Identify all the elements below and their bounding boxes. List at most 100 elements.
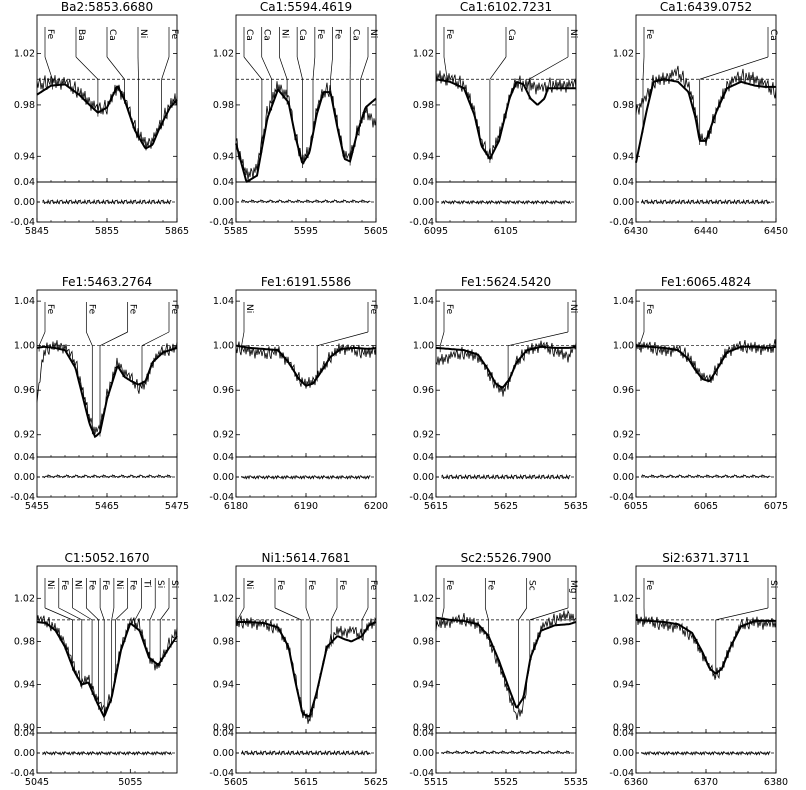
line-marker-leader bbox=[485, 608, 488, 620]
line-id-label: Ca bbox=[262, 29, 272, 41]
line-id-label: Fe bbox=[59, 580, 69, 591]
line-id-label: Fe bbox=[337, 580, 347, 591]
line-marker-leader bbox=[643, 57, 644, 79]
y-tick-label: 0.92 bbox=[14, 430, 35, 441]
plot-frame bbox=[636, 15, 776, 182]
residual-tick-label: 0.04 bbox=[213, 728, 234, 739]
model-spectrum bbox=[37, 84, 177, 148]
chart-panel: Fe1:5463.27640.920.961.001.040.040.00-0.… bbox=[10, 275, 189, 512]
model-spectrum bbox=[236, 622, 376, 717]
model-spectrum bbox=[436, 79, 576, 159]
line-id-label: Fe bbox=[169, 304, 179, 315]
y-tick-label: 1.00 bbox=[14, 341, 35, 352]
x-tick-label: 6200 bbox=[364, 501, 388, 512]
residual-tick-label: 0.04 bbox=[413, 728, 434, 739]
y-tick-label: 1.00 bbox=[613, 341, 634, 352]
line-id-label: Sc bbox=[527, 580, 537, 591]
x-tick-label: 5615 bbox=[424, 501, 448, 512]
line-marker-leader bbox=[115, 608, 127, 620]
observed-spectrum bbox=[37, 75, 177, 150]
x-tick-label: 5865 bbox=[165, 226, 189, 237]
line-id-label: Fe bbox=[128, 580, 138, 591]
chart-panel: Fe1:6065.48240.920.961.001.040.040.00-0.… bbox=[609, 275, 788, 512]
residual-tick-label: 0.00 bbox=[14, 197, 35, 208]
y-tick-label: 1.04 bbox=[213, 296, 234, 307]
line-id-label: Ca bbox=[768, 29, 778, 41]
x-tick-label: 5605 bbox=[224, 777, 248, 786]
x-tick-label: 6440 bbox=[694, 226, 718, 237]
line-id-label: Fe bbox=[100, 580, 110, 591]
y-tick-label: 0.94 bbox=[213, 151, 234, 162]
line-id-label: Fe bbox=[275, 580, 285, 591]
line-id-label: Fe bbox=[86, 304, 96, 315]
residual-tick-label: 0.04 bbox=[14, 177, 35, 188]
x-tick-label: 6380 bbox=[764, 777, 788, 786]
residual-tick-label: 0.04 bbox=[14, 728, 35, 739]
line-marker-leader bbox=[317, 332, 368, 346]
line-id-label: Fe bbox=[444, 580, 454, 591]
line-id-label: Si bbox=[155, 580, 165, 588]
line-id-label: Fe bbox=[444, 304, 454, 315]
x-tick-label: 5465 bbox=[95, 501, 119, 512]
y-tick-label: 1.02 bbox=[613, 49, 634, 60]
chart-panel: Ni1:5614.76810.900.940.981.020.040.00-0.… bbox=[209, 551, 388, 786]
line-marker-leader bbox=[490, 57, 506, 79]
residual-spectrum bbox=[43, 752, 172, 755]
model-spectrum bbox=[636, 346, 776, 381]
residual-tick-label: 0.04 bbox=[613, 177, 634, 188]
chart-title: Si2:6371.3711 bbox=[662, 551, 750, 565]
line-id-label: Ni bbox=[138, 29, 148, 38]
residual-spectrum bbox=[242, 751, 371, 755]
y-tick-label: 0.94 bbox=[14, 151, 35, 162]
line-id-label: Fe bbox=[644, 304, 654, 315]
observed-spectrum bbox=[636, 66, 776, 146]
x-tick-label: 5525 bbox=[494, 777, 518, 786]
plot-frame bbox=[37, 290, 177, 457]
line-marker-leader bbox=[262, 57, 272, 79]
chart-title: Fe1:5624.5420 bbox=[461, 275, 551, 289]
x-tick-label: 6065 bbox=[694, 501, 718, 512]
line-marker-leader bbox=[331, 57, 333, 79]
line-marker-leader bbox=[306, 608, 310, 620]
x-tick-label: 5625 bbox=[364, 777, 388, 786]
y-tick-label: 0.96 bbox=[613, 385, 634, 396]
line-marker-leader bbox=[519, 608, 527, 620]
x-tick-label: 6370 bbox=[694, 777, 718, 786]
line-marker-leader bbox=[242, 332, 244, 346]
x-tick-label: 5615 bbox=[294, 777, 318, 786]
chart-panel: Fe1:5624.54200.920.961.001.040.040.00-0.… bbox=[409, 275, 588, 512]
y-tick-label: 0.96 bbox=[14, 385, 35, 396]
line-marker-leader bbox=[39, 332, 45, 346]
line-id-label: Ni bbox=[244, 580, 254, 589]
plot-frame bbox=[236, 290, 376, 457]
line-marker-leader bbox=[86, 332, 92, 346]
line-id-label: Si bbox=[768, 580, 778, 588]
line-marker-leader bbox=[700, 57, 768, 79]
line-id-label: Ca bbox=[350, 29, 360, 41]
line-marker-leader bbox=[100, 608, 104, 620]
line-id-label: Fe bbox=[368, 304, 378, 315]
y-tick-label: 0.98 bbox=[213, 636, 234, 647]
line-marker-leader bbox=[508, 332, 568, 346]
chart-title: Ba2:5853.6680 bbox=[61, 0, 153, 14]
residual-tick-label: 0.04 bbox=[413, 452, 434, 463]
model-spectrum bbox=[436, 618, 576, 708]
model-spectrum bbox=[636, 620, 776, 674]
chart-panel: Si2:6371.37110.900.940.981.020.040.00-0.… bbox=[609, 551, 788, 786]
plot-frame bbox=[636, 290, 776, 457]
y-tick-label: 0.92 bbox=[213, 430, 234, 441]
line-id-label: Ba bbox=[76, 29, 86, 41]
x-tick-label: 6360 bbox=[624, 777, 648, 786]
x-tick-label: 5585 bbox=[224, 226, 248, 237]
y-tick-label: 1.02 bbox=[413, 49, 434, 60]
line-marker-leader bbox=[59, 608, 82, 620]
chart-panel: Fe1:6191.55860.920.961.001.040.040.00-0.… bbox=[209, 275, 388, 512]
residual-tick-label: 0.04 bbox=[14, 452, 35, 463]
y-tick-label: 0.98 bbox=[14, 100, 35, 111]
x-tick-label: 6180 bbox=[224, 501, 248, 512]
y-tick-label: 1.02 bbox=[613, 593, 634, 604]
chart-title: Ca1:6439.0752 bbox=[660, 0, 752, 14]
chart-panel: Ca1:6439.07520.940.981.020.040.00-0.0464… bbox=[609, 0, 788, 237]
residual-tick-label: 0.00 bbox=[413, 197, 434, 208]
